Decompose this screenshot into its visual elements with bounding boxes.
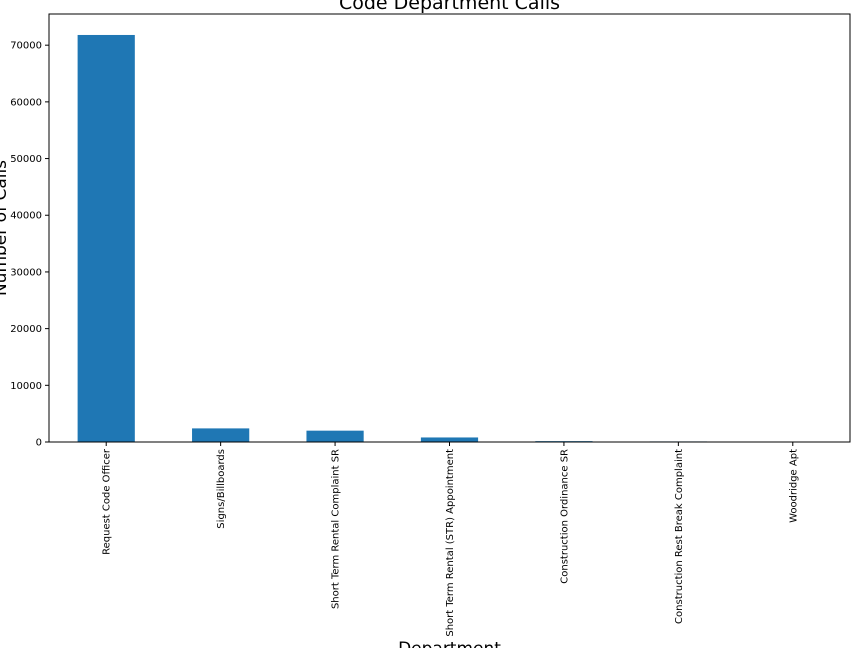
x-axis: Request Code Officer Signs/Billboards Shor… xyxy=(102,442,799,637)
bars-layer xyxy=(77,34,822,442)
y-tick-label: 20000 xyxy=(10,324,42,335)
x-tick-label: Request Code Officer xyxy=(102,448,113,555)
x-tick-label: Signs/Billboards xyxy=(216,449,227,529)
x-tick-label: Short Term Rental Complaint SR xyxy=(331,449,342,609)
y-tick-label: 50000 xyxy=(10,154,42,165)
y-axis: 0 10000 20000 30000 40000 50000 60000 70000 xyxy=(10,41,49,449)
bar xyxy=(420,437,479,442)
y-tick-label: 70000 xyxy=(10,41,42,52)
x-tick-label: Woodridge Apt xyxy=(788,449,799,523)
x-tick-label: Construction Ordinance SR xyxy=(559,449,570,584)
plot-area-frame xyxy=(48,13,851,443)
x-axis-label: Department xyxy=(398,639,501,648)
chart-title: Code Department Calls xyxy=(339,0,560,14)
x-tick-label: Short Term Rental (STR) Appointment xyxy=(445,449,456,637)
y-tick-label: 10000 xyxy=(10,381,42,392)
bar xyxy=(306,430,364,442)
bar xyxy=(77,34,135,442)
y-tick-label: 40000 xyxy=(10,211,42,222)
y-tick-label: 30000 xyxy=(10,267,42,278)
y-tick-label: 60000 xyxy=(10,97,42,108)
y-tick-label: 0 xyxy=(36,438,42,449)
bar xyxy=(192,428,250,442)
y-axis-label: Number of Calls xyxy=(0,160,11,296)
x-tick-label: Construction Rest Break Complaint xyxy=(674,449,685,624)
